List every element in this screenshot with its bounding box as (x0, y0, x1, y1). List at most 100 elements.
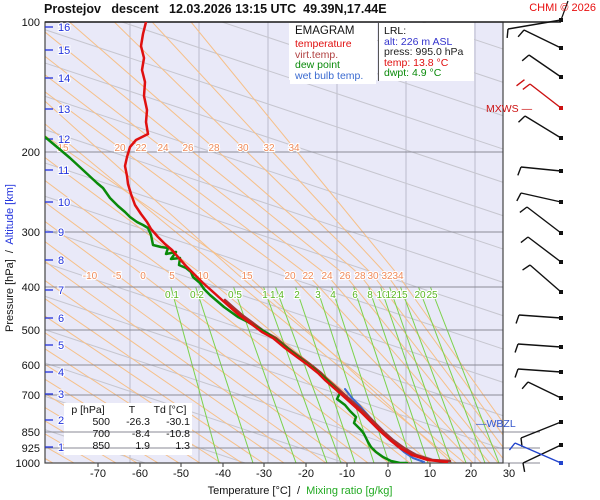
svg-text:20: 20 (414, 290, 426, 301)
wind-barbs (506, 0, 569, 472)
svg-text:-10: -10 (83, 271, 98, 282)
col-dewpoint: Td [°C] (153, 404, 187, 416)
svg-text:20: 20 (284, 271, 296, 282)
svg-text:24: 24 (157, 143, 169, 154)
svg-text:-10: -10 (339, 468, 355, 480)
svg-text:1: 1 (262, 290, 268, 301)
svg-text:-60: -60 (132, 468, 148, 480)
svg-text:3: 3 (58, 389, 64, 401)
svg-text:30: 30 (367, 271, 379, 282)
svg-text:-50: -50 (173, 468, 189, 480)
svg-text:20: 20 (114, 143, 126, 154)
svg-text:26: 26 (339, 271, 351, 282)
temperature-curve (123, 22, 449, 463)
svg-text:15: 15 (58, 45, 70, 57)
sounding-curves (45, 22, 452, 463)
svg-text:28: 28 (208, 143, 220, 154)
wind-barb (517, 166, 563, 176)
col-pressure: p [hPa] (71, 404, 105, 416)
lrl-temperature: temp: 13.8 °C (384, 56, 449, 69)
svg-text:11: 11 (58, 165, 69, 177)
x-axis-title: Temperature [°C] / Mixing ratio [g/kg] (207, 485, 393, 497)
wind-barb (506, 0, 569, 39)
svg-text:600: 600 (22, 360, 40, 372)
svg-text:0.5: 0.5 (228, 290, 242, 301)
svg-text:-70: -70 (90, 468, 106, 480)
table-row: 700 -8.4 -10.8 (92, 428, 190, 440)
table-header: p [hPa] T Td [°C] (66, 404, 190, 416)
lrl-dewpoint: dwpt: 4.9 °C (384, 66, 442, 79)
svg-text:500: 500 (22, 325, 40, 337)
svg-text:15: 15 (241, 271, 253, 282)
svg-text:10: 10 (58, 197, 70, 209)
copyright-label: CHMI © 2026 (529, 2, 596, 14)
svg-text:2: 2 (58, 415, 64, 427)
svg-text:15: 15 (57, 143, 69, 154)
wind-barb (514, 343, 563, 353)
svg-text:25: 25 (426, 290, 438, 301)
altitude-axis-label: Altitude [km] (4, 184, 16, 245)
col-temp: T (128, 404, 136, 416)
svg-text:100: 100 (22, 17, 40, 29)
svg-text:6: 6 (352, 290, 358, 301)
wind-barb (515, 314, 563, 324)
svg-text:10: 10 (376, 290, 388, 301)
y-axis-title: Pressure [hPa] / Altitude [km] (4, 184, 16, 332)
svg-text:400: 400 (22, 282, 40, 294)
svg-text:8: 8 (367, 290, 373, 301)
svg-text:5: 5 (58, 340, 64, 352)
svg-text:1000: 1000 (16, 458, 40, 470)
svg-text:12: 12 (58, 134, 70, 146)
svg-text:3: 3 (315, 290, 321, 301)
dry-adiabat-lines (45, 22, 503, 463)
lrl-altitude: alt: 226 m ASL (384, 36, 453, 48)
svg-text:925: 925 (22, 443, 40, 455)
svg-text:0.2: 0.2 (190, 290, 204, 301)
page-title: Prostejov descent 12.03.2026 13:15 UTC 4… (44, 2, 387, 16)
svg-text:5: 5 (169, 271, 175, 282)
wind-barb (517, 115, 563, 140)
legend-item-wet-bulb: wet bulb temp. (295, 69, 364, 82)
level-table: p [hPa] T Td [°C] 500 -26.3 -30.1 700 -8… (66, 404, 190, 452)
wind-barb (519, 206, 563, 235)
svg-text:4: 4 (58, 367, 64, 379)
svg-text:15: 15 (396, 290, 408, 301)
wind-barb (517, 29, 563, 50)
svg-text:700: 700 (22, 390, 40, 402)
wbzl-label: —WBZL (476, 418, 516, 430)
legend-item-dew-point: dew point (295, 59, 340, 71)
wind-barb (508, 442, 563, 465)
wind-barb (522, 443, 563, 472)
svg-text:22: 22 (135, 143, 147, 154)
svg-text:200: 200 (22, 147, 40, 159)
wind-barb (521, 54, 563, 79)
legend-title: EMAGRAM (295, 25, 355, 37)
svg-text:8: 8 (58, 255, 64, 267)
svg-text:4: 4 (330, 290, 336, 301)
legend-item-virt-temp: virt.temp. (295, 48, 339, 61)
mixing-ratio-axis-label: Mixing ratio [g/kg] (306, 485, 393, 497)
lrl-pressure: press: 995.0 hPa (384, 46, 464, 59)
svg-text:22: 22 (302, 271, 314, 282)
svg-text:2: 2 (294, 290, 300, 301)
svg-text:9: 9 (58, 227, 64, 239)
svg-text:10: 10 (424, 468, 436, 480)
svg-text:24: 24 (321, 271, 333, 282)
svg-text:1: 1 (58, 442, 64, 454)
line-labels: 15 20 22 24 26 28 30 32 34-10 -5 0 5 10 15 20 22 24 26 28 3… (56, 142, 439, 302)
lrl-title: LRL: (384, 25, 407, 37)
svg-text:12: 12 (385, 290, 397, 301)
mxws-label: MXWS — (486, 103, 533, 115)
svg-text:16: 16 (58, 22, 70, 34)
svg-text:32: 32 (381, 271, 393, 282)
svg-text:300: 300 (22, 227, 40, 239)
svg-text:30: 30 (237, 143, 249, 154)
svg-text:28: 28 (354, 271, 366, 282)
svg-text:7: 7 (58, 285, 64, 297)
dew-point-curve (45, 135, 409, 463)
svg-text:14: 14 (58, 73, 70, 85)
legend-item-temperature: temperature (295, 38, 352, 50)
svg-text:20: 20 (465, 468, 477, 480)
